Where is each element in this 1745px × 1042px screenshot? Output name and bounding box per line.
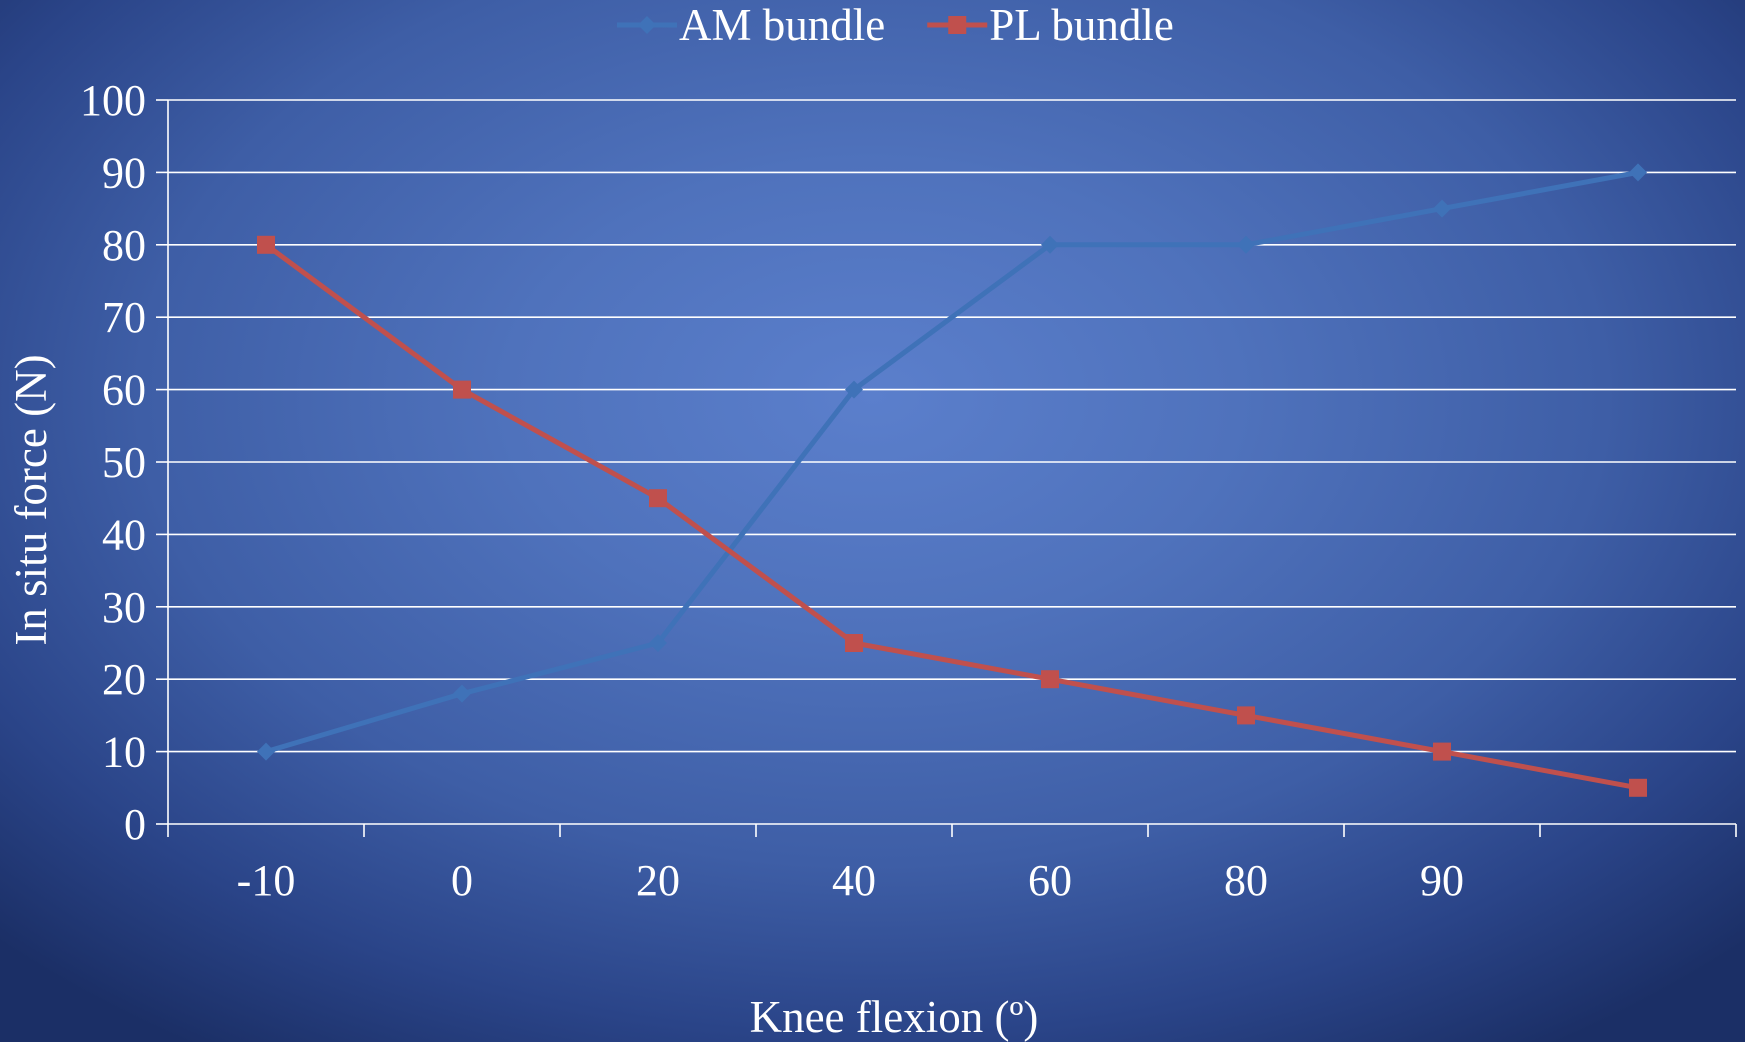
legend-marker-pl-bundle: [948, 16, 967, 34]
y-tick-label: 50: [102, 438, 146, 487]
legend: AM bundle PL bundle: [617, 0, 1174, 50]
x-tick-label: 40: [832, 856, 876, 905]
legend-label-pl-bundle: PL bundle: [989, 0, 1174, 50]
data-point-pl-bundle: [1237, 706, 1255, 725]
data-point-pl-bundle: [1629, 778, 1647, 797]
x-tick-label: -10: [237, 856, 296, 905]
x-tick-label: 0: [451, 856, 473, 905]
y-tick-label: 10: [102, 728, 146, 777]
data-point-pl-bundle: [1433, 742, 1451, 761]
legend-marker-am-bundle: [638, 16, 656, 34]
y-tick-label: 30: [102, 583, 146, 632]
y-tick-label: 60: [102, 366, 146, 415]
gridlines: [168, 99, 1736, 753]
data-point-am-bundle: [1433, 199, 1451, 218]
x-tick-label: 90: [1420, 856, 1464, 905]
y-tick-label: 80: [102, 221, 146, 270]
x-tick-label: 60: [1028, 856, 1072, 905]
data-point-am-bundle: [1041, 235, 1059, 254]
x-axis-title: Knee flexion (º): [750, 992, 1039, 1042]
legend-label-am-bundle: AM bundle: [679, 0, 885, 50]
data-point-am-bundle: [1237, 235, 1255, 254]
y-tick-label: 70: [102, 293, 146, 342]
data-point-am-bundle: [1629, 163, 1647, 182]
axes: 0 10 20 30 40 50 60 70 80 90 100 -10 0 20 40 60 80 90: [80, 76, 1737, 905]
y-tick-label: 100: [80, 76, 146, 125]
series-line-am-bundle: [263, 169, 1641, 755]
data-point-am-bundle: [257, 742, 275, 761]
data-point-am-bundle: [845, 380, 863, 399]
y-tick-label: 0: [124, 800, 146, 849]
y-axis-title: In situ force (N): [6, 354, 56, 645]
data-point-pl-bundle: [453, 380, 471, 399]
y-tick-label: 40: [102, 510, 146, 559]
data-point-pl-bundle: [649, 489, 667, 508]
series-layer: [257, 163, 1647, 797]
data-point-pl-bundle: [845, 634, 863, 652]
data-point-pl-bundle: [257, 235, 275, 254]
y-tick-label: 90: [102, 148, 146, 197]
series-line-pl-bundle: [263, 242, 1641, 791]
x-tick-label: 80: [1224, 856, 1268, 905]
x-tick-label: 20: [636, 856, 680, 905]
data-point-am-bundle: [453, 684, 471, 703]
data-point-pl-bundle: [1041, 670, 1059, 689]
data-point-am-bundle: [649, 634, 667, 652]
y-tick-label: 20: [102, 655, 146, 704]
